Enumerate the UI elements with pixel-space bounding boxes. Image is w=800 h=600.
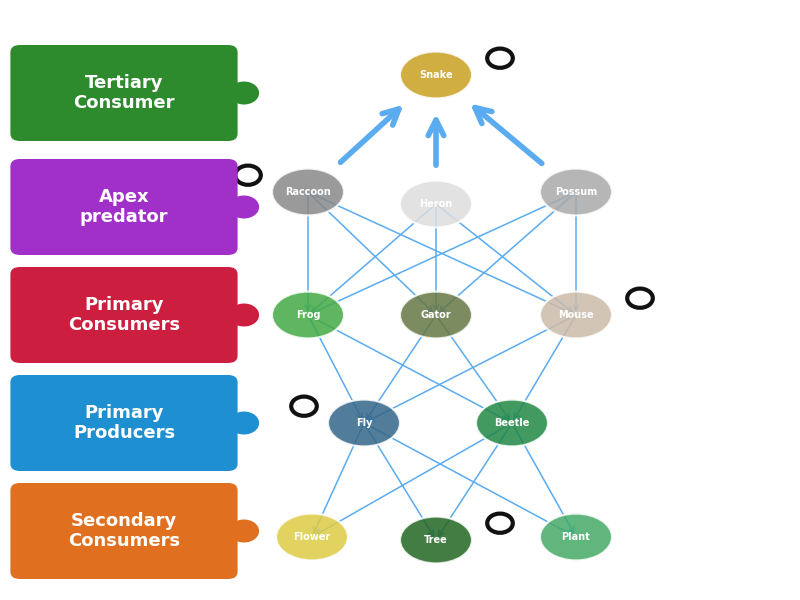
Text: Primary
Producers: Primary Producers xyxy=(73,404,175,442)
Circle shape xyxy=(230,520,258,542)
Ellipse shape xyxy=(272,169,344,215)
Circle shape xyxy=(230,412,258,434)
Text: Flower: Flower xyxy=(294,532,330,542)
Ellipse shape xyxy=(400,517,472,563)
FancyBboxPatch shape xyxy=(10,267,238,363)
Ellipse shape xyxy=(540,169,612,215)
Text: Apex
predator: Apex predator xyxy=(80,188,168,226)
Text: Beetle: Beetle xyxy=(494,418,530,428)
Ellipse shape xyxy=(540,292,612,338)
Text: Frog: Frog xyxy=(296,310,320,320)
Ellipse shape xyxy=(400,292,472,338)
FancyBboxPatch shape xyxy=(10,45,238,141)
Circle shape xyxy=(230,304,258,326)
FancyBboxPatch shape xyxy=(10,159,238,255)
Ellipse shape xyxy=(328,400,400,446)
Circle shape xyxy=(230,196,258,218)
Ellipse shape xyxy=(400,181,472,227)
Text: Fly: Fly xyxy=(356,418,372,428)
Text: Possum: Possum xyxy=(555,187,597,197)
Text: Secondary
Consumers: Secondary Consumers xyxy=(68,512,180,550)
Ellipse shape xyxy=(400,52,472,98)
Text: Plant: Plant xyxy=(562,532,590,542)
Text: Gator: Gator xyxy=(421,310,451,320)
Ellipse shape xyxy=(476,400,548,446)
Ellipse shape xyxy=(276,514,348,560)
Text: Raccoon: Raccoon xyxy=(285,187,331,197)
Circle shape xyxy=(230,82,258,104)
Ellipse shape xyxy=(272,292,344,338)
Text: Tree: Tree xyxy=(424,535,448,545)
FancyBboxPatch shape xyxy=(10,483,238,579)
Text: Primary
Consumers: Primary Consumers xyxy=(68,296,180,334)
Ellipse shape xyxy=(540,514,612,560)
Text: Mouse: Mouse xyxy=(558,310,594,320)
Text: Tertiary
Consumer: Tertiary Consumer xyxy=(74,74,174,112)
FancyBboxPatch shape xyxy=(10,375,238,471)
Text: Heron: Heron xyxy=(419,199,453,209)
Text: Snake: Snake xyxy=(419,70,453,80)
